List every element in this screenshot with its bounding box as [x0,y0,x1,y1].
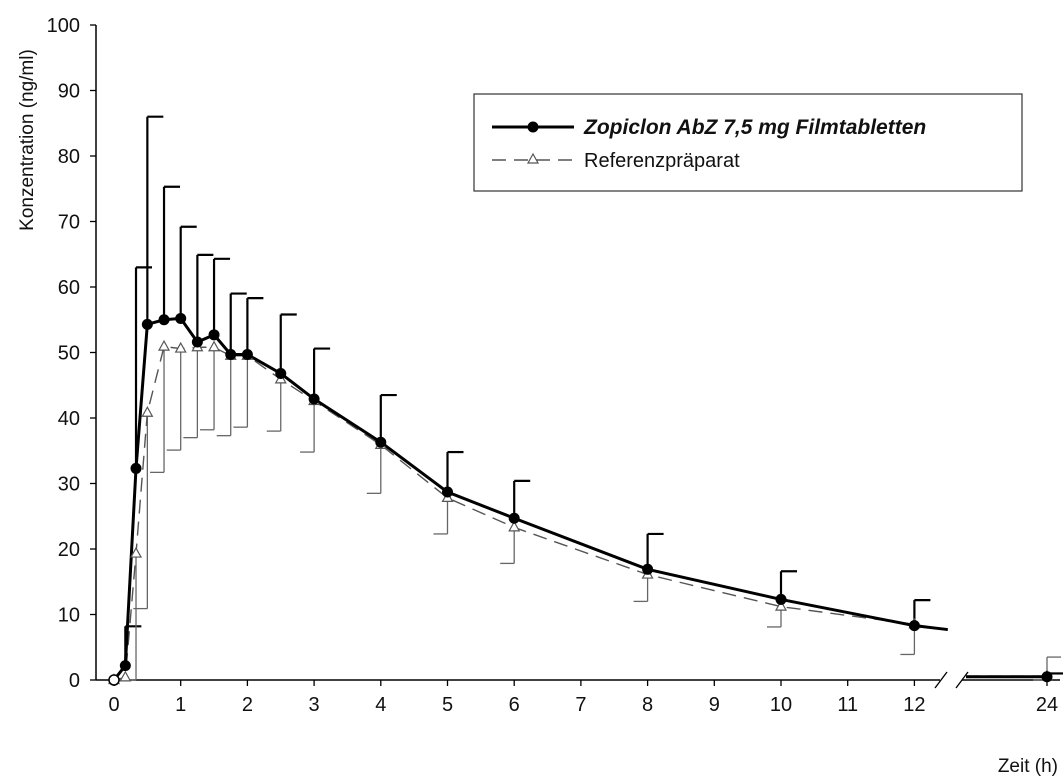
marker-series-b [158,339,171,351]
error-bars [111,115,1063,681]
marker-series-a [642,563,654,575]
x-tick-label: 4 [375,694,386,716]
y-tick-label: 100 [47,15,80,37]
marker-series-a [208,329,220,341]
axis-break-mark [934,671,948,689]
y-tick-label: 40 [58,408,80,430]
marker-series-b [174,341,187,353]
x-tick-label: 6 [509,694,520,716]
marker-series-b [508,520,521,532]
marker-series-a [130,462,142,474]
marker-series-a [1041,671,1053,683]
marker-series-a [141,318,153,330]
x-tick-label: 11 [837,694,858,716]
x-tick-label: 3 [309,694,320,716]
marker-series-a [308,393,320,405]
marker-series-a [175,312,187,324]
marker-series-a [375,436,387,448]
marker-series-a [775,593,787,605]
y-tick-label: 10 [58,605,80,627]
x-tick-label: 2 [242,694,253,716]
marker-series-a [508,512,520,524]
legend-marker-series-b [526,152,540,164]
y-tick-label: 90 [58,81,80,103]
markers [107,312,1054,686]
marker-series-a [191,336,203,348]
x-tick-label: 7 [575,694,586,716]
legend-box [473,93,1023,192]
marker-series-a [158,314,170,326]
x-tick-label: 10 [770,694,792,716]
axis-break-mark [955,671,969,689]
y-tick-label: 70 [58,212,80,234]
y-tick-label: 80 [58,146,80,168]
y-tick-label: 0 [69,670,80,692]
marker-series-a [275,367,287,379]
line-series-b [113,345,948,681]
line-series-a [112,316,948,681]
marker-series-b [129,546,143,558]
series-lines [112,316,1047,681]
marker-series-b [141,406,154,417]
x-tick-label: 8 [642,694,653,716]
marker-series-b [208,340,221,352]
marker-series-a [908,620,920,632]
legend: Zopiclon AbZ 7,5 mg Filmtabletten Refere… [473,93,1023,192]
marker-series-b [119,670,132,682]
marker-series-b [774,599,788,611]
y-tick-label: 30 [58,474,80,496]
x-tick-label: 0 [108,694,119,716]
x-tick-label: 12 [903,694,925,716]
legend-marker-series-a [527,121,539,133]
x-tick-label: 5 [442,694,453,716]
x-tick-label: 9 [709,694,720,716]
x-axis-title: Zeit (h) [998,756,1058,777]
x-tick-label: 1 [175,694,186,716]
legend-label-series-b: Referenzpräparat [584,150,740,172]
y-tick-label: 20 [58,539,80,561]
marker-series-a [442,486,453,498]
y-tick-label: 60 [58,277,80,299]
marker-series-a [241,348,253,360]
marker-series-a [225,348,237,360]
x-tick-label: 24 [1036,694,1058,716]
y-tick-label: 50 [58,343,80,365]
y-axis-title: Konzentration (ng/ml) [17,49,38,231]
marker-origin [108,674,120,686]
marker-series-a [119,660,131,672]
legend-label-series-a: Zopiclon AbZ 7,5 mg Filmtabletten [583,116,926,139]
